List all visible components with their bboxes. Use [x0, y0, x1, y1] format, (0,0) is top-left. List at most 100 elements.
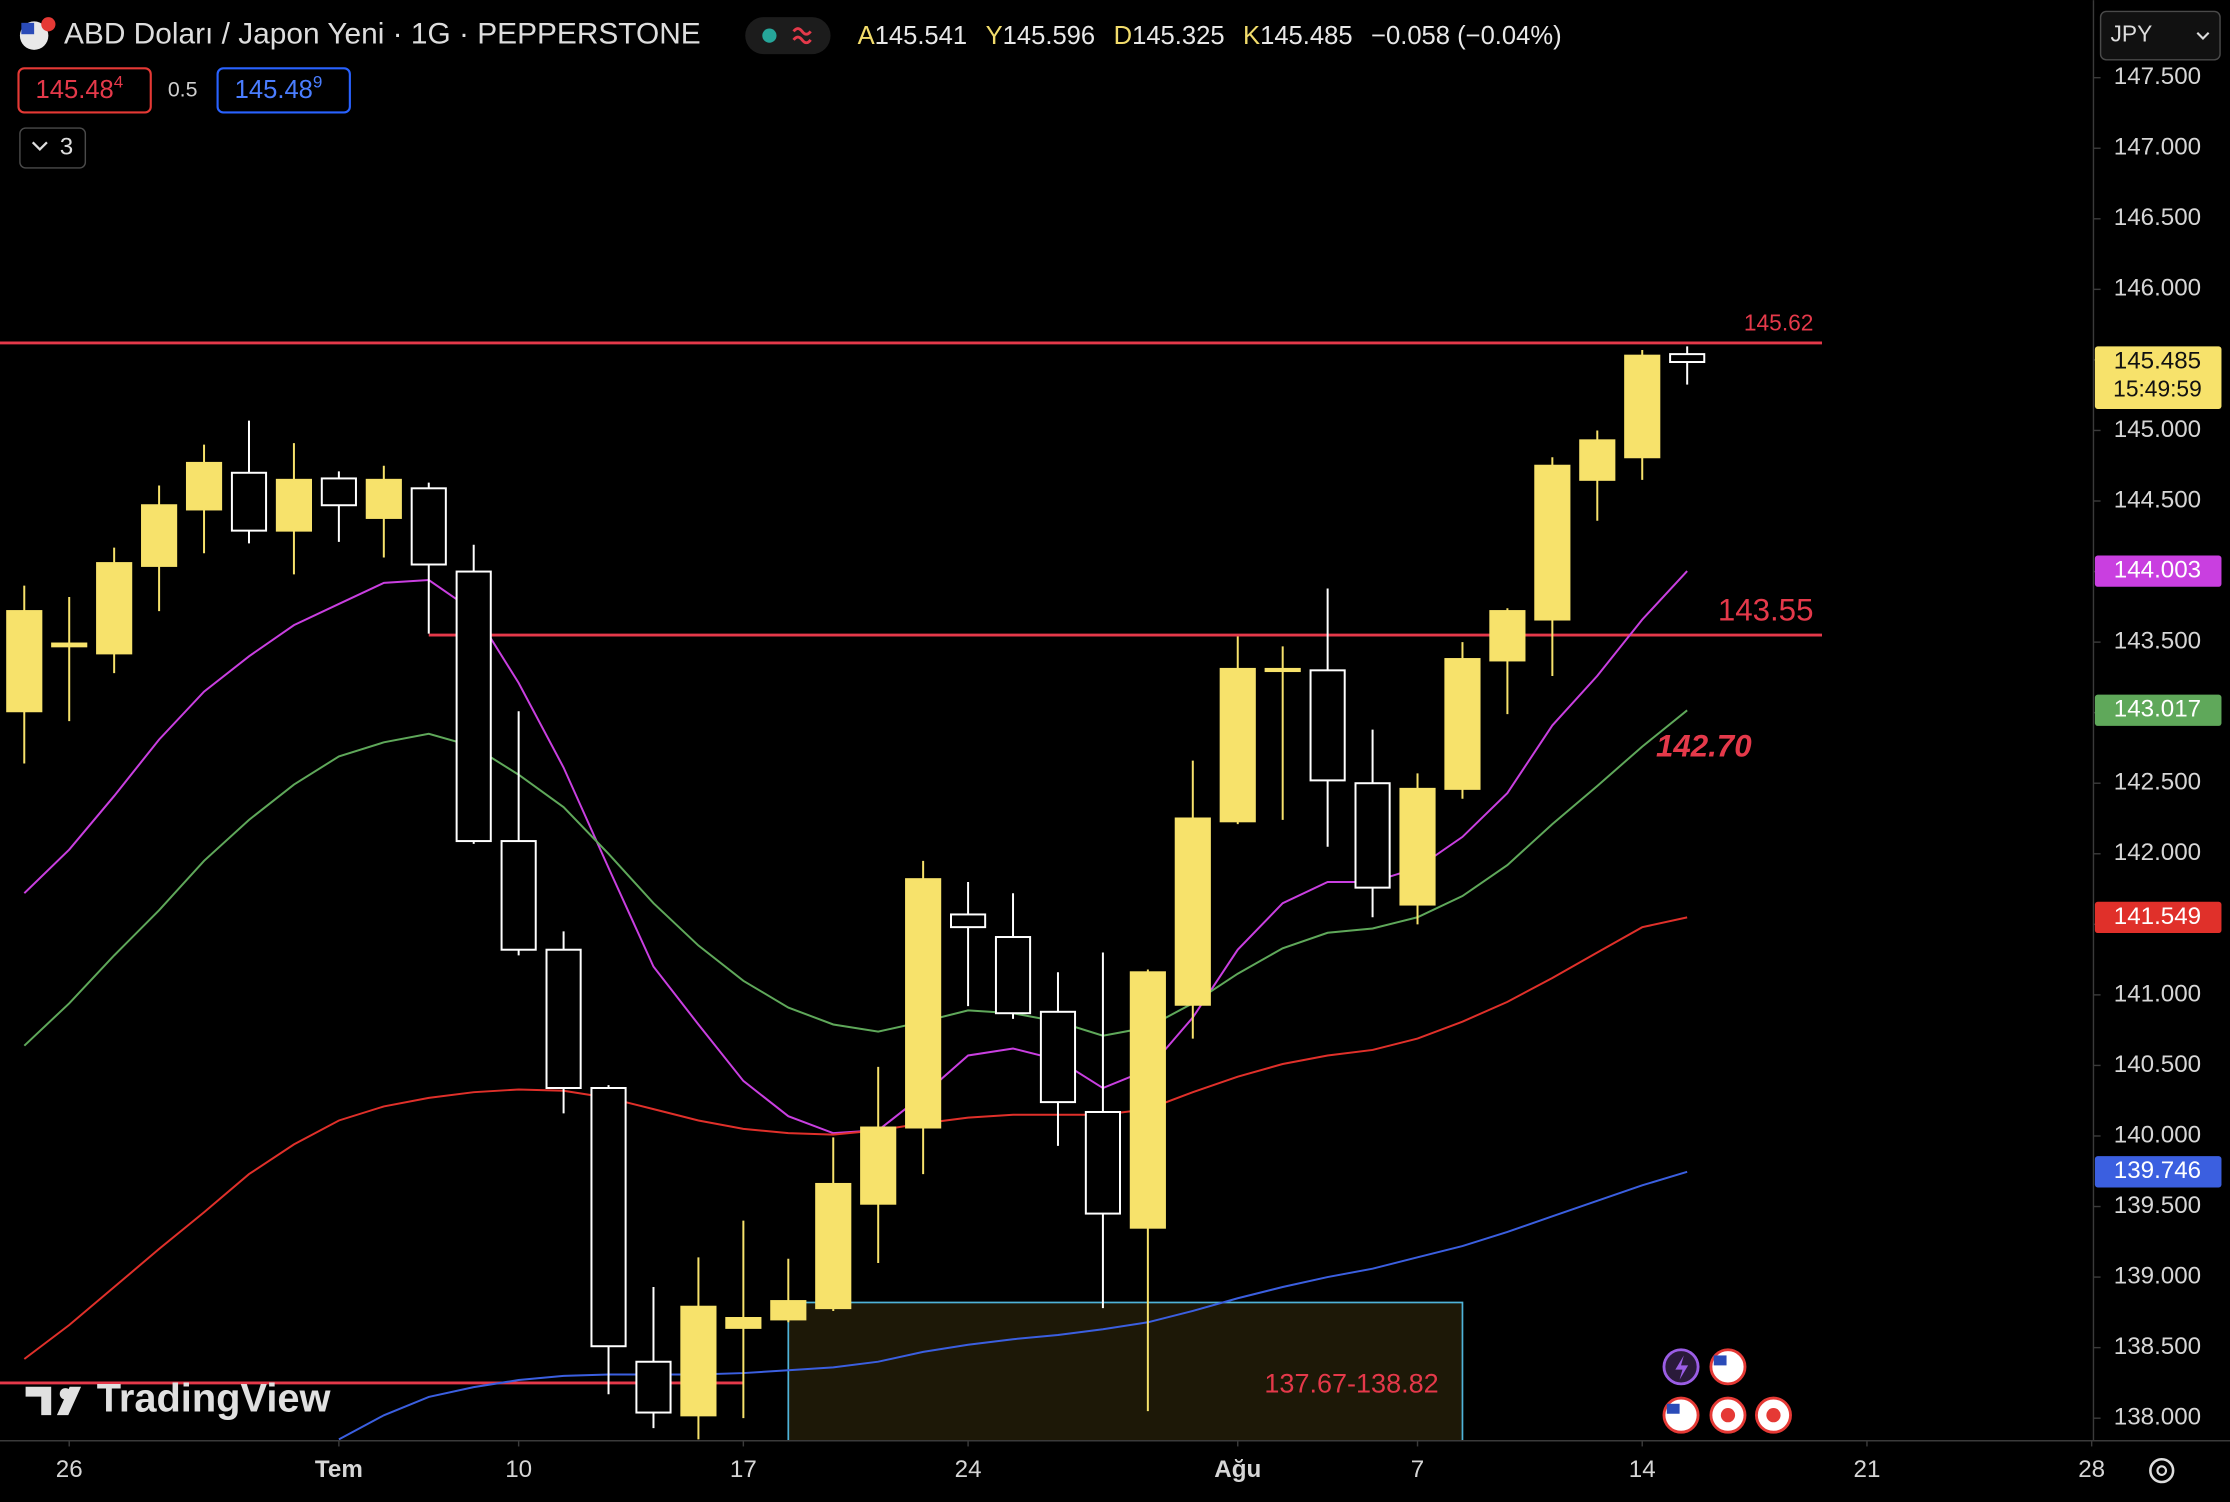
series-price-tag: [2094, 694, 2222, 726]
watermark-logo-dot: [59, 1388, 72, 1400]
candle-body: [1534, 464, 1571, 621]
candle-body: [1084, 1110, 1121, 1215]
y-tick-label: 142.500: [2114, 769, 2201, 796]
flag-icon-badge: [41, 17, 56, 32]
ohlc-change: −0.058 (−0.04%): [1371, 22, 1562, 50]
y-tick-label: 146.000: [2114, 275, 2201, 302]
delay-icon: [792, 27, 812, 45]
event-icons: [1662, 1348, 1792, 1434]
indicator-line: [338, 1170, 1688, 1441]
last-price-tag: [2094, 346, 2222, 409]
x-tick-label: 14: [1629, 1456, 1656, 1483]
ohlc-readout: A145.541 Y145.596 D145.325 K145.485 −0.0…: [858, 22, 1562, 50]
y-tick-label: 140.000: [2114, 1121, 2201, 1148]
indicators-toggle[interactable]: [19, 127, 87, 169]
flag-canton: [1666, 1403, 1680, 1414]
jp-flag-dot: [1766, 1408, 1781, 1423]
x-tick-label: 26: [56, 1456, 83, 1483]
x-tick-label: 17: [730, 1456, 757, 1483]
indicators-count: 3: [60, 133, 73, 160]
y-tick-label: 146.500: [2114, 204, 2201, 231]
buy-price-main: 145.48: [235, 76, 313, 104]
lightning-glyph: [1675, 1355, 1689, 1380]
annotation: 142.70: [1656, 728, 1752, 763]
plot-area: [0, 341, 1823, 1441]
symbol-header: ABD Doları / Japon Yeni · 1G · PEPPERSTO…: [17, 10, 2221, 169]
y-tick-label: 139.000: [2114, 1262, 2201, 1289]
x-tick-label: Ağu: [1214, 1456, 1261, 1483]
market-open-dot: [762, 28, 777, 43]
candle-body: [1129, 971, 1166, 1229]
candle-body: [1264, 667, 1301, 673]
series-price-tag-label: 141.549: [2114, 903, 2201, 930]
y-tick-label: 141.000: [2114, 980, 2201, 1007]
candle-body: [6, 610, 43, 713]
candle-body: [770, 1300, 807, 1321]
candle-body: [185, 461, 223, 511]
flag-icon-canton: [21, 22, 35, 35]
buy-button[interactable]: [216, 67, 351, 114]
x-tick-label: 24: [955, 1456, 982, 1483]
symbol-title: ABD Doları / Japon Yeni · 1G · PEPPERSTO…: [64, 18, 701, 51]
ohlc-label: K: [1243, 22, 1260, 50]
candle-body: [141, 504, 178, 567]
price-tags: 144.003 143.017 141.549 139.746 145.48515:49…: [2094, 346, 2222, 1188]
ohlc-label: Y: [986, 22, 1003, 50]
jp-flag-dot: [1720, 1408, 1736, 1423]
candle-body: [635, 1360, 672, 1414]
us-event-icon[interactable]: [1709, 1348, 1747, 1386]
settings-button[interactable]: [2149, 1457, 2175, 1484]
candle-body: [1309, 669, 1346, 782]
x-tick-label: 28: [2078, 1456, 2105, 1483]
series-price-tag-label: 143.017: [2114, 696, 2201, 723]
candle-body: [320, 477, 357, 507]
level-label: 143.55: [1718, 593, 1814, 628]
ohlc-value: 145.485: [1260, 22, 1352, 50]
candle-body: [410, 487, 447, 566]
ohlc-label: A: [858, 22, 876, 50]
x-tick-label: Tem: [315, 1456, 363, 1483]
settings-icon: [2149, 1457, 2175, 1484]
countdown-label: 15:49:59: [2113, 375, 2202, 401]
ohlc-value: 145.596: [1003, 22, 1095, 50]
candle-body: [590, 1087, 627, 1348]
chevron-icon: [2196, 32, 2210, 40]
candle-body: [500, 840, 537, 951]
candle-body: [1174, 817, 1211, 1006]
level-label: 145.62: [1744, 309, 1814, 335]
y-tick-label: 145.000: [2114, 416, 2201, 443]
currency-dropdown[interactable]: [2099, 10, 2221, 61]
status-pill[interactable]: [745, 17, 831, 55]
candle-body: [96, 562, 133, 655]
y-tick-label: 138.500: [2114, 1333, 2201, 1360]
candle-body: [1579, 439, 1616, 481]
flag-canton: [1713, 1355, 1727, 1366]
candle-body: [1624, 354, 1661, 459]
candle-body: [1489, 610, 1526, 662]
sell-price: 145.484: [36, 72, 124, 104]
watermark-text: TradingView: [97, 1376, 332, 1420]
series-price-tag: [2094, 901, 2222, 934]
indicator-line: [23, 916, 1688, 1360]
candle-body: [1354, 782, 1391, 889]
candle-body: [51, 642, 88, 648]
sell-button[interactable]: [17, 67, 152, 114]
chevron-icon: [31, 141, 48, 152]
buy-price: 145.489: [235, 72, 323, 104]
ohlc-value: 145.325: [1132, 22, 1224, 50]
ohlc-label: D: [1114, 22, 1132, 50]
candle-body: [230, 471, 268, 532]
us-event-icon[interactable]: [1662, 1396, 1700, 1434]
candle-body: [994, 936, 1032, 1015]
series-price-tag-label: 144.003: [2114, 557, 2201, 584]
y-tick-label: 147.000: [2114, 134, 2201, 161]
last-price-label: 145.485: [2114, 347, 2201, 374]
watermark: TradingView: [25, 1376, 332, 1420]
y-tick-label: 144.500: [2114, 486, 2201, 513]
series-price-tag: [2094, 555, 2222, 587]
buy-price-pip: 9: [313, 72, 322, 91]
x-tick-label: 10: [505, 1456, 532, 1483]
